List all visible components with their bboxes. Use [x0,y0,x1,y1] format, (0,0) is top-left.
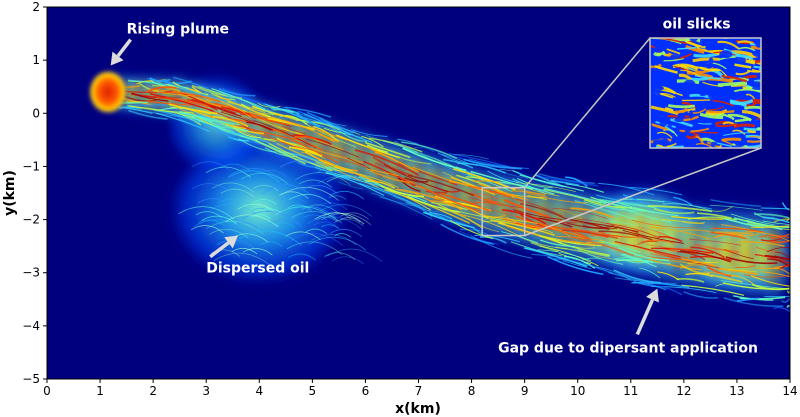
annotation-arrow-shaft [209,241,230,259]
y-tick-label: −5 [22,372,40,386]
annotation-arrow-head [224,235,239,249]
x-tick-label: 13 [729,384,744,398]
annotation-arrow-shaft [116,38,132,58]
annotation-label: oil slicks [663,16,731,32]
x-tick-label: 10 [570,384,585,398]
x-tick-label: 6 [362,384,370,398]
x-axis-label: x(km) [395,401,441,417]
x-tick-label: 8 [468,384,476,398]
annotation-label: Gap due to dipersant application [498,340,758,356]
y-tick-label: 0 [32,106,40,120]
x-tick-label: 14 [782,384,797,398]
annotation-label: Rising plume [127,22,229,38]
annotation-label: Dispersed oil [206,261,309,277]
y-axis-label: y(km) [2,170,18,216]
x-tick-label: 9 [521,384,529,398]
annotation-arrow-head [110,51,124,66]
oil-slicks-inset [649,37,762,149]
x-tick-label: 3 [202,384,210,398]
y-tick-label: −1 [22,159,40,173]
x-tick-label: 4 [255,384,263,398]
oil-concentration-field [86,68,790,313]
annotation-arrow-head [646,288,659,303]
x-tick-label: 12 [676,384,691,398]
x-tick-label: 2 [149,384,157,398]
x-tick-label: 0 [43,384,51,398]
annotation-arrow-shaft [635,298,655,336]
x-tick-label: 1 [96,384,104,398]
y-tick-label: −2 [22,213,40,227]
y-tick-label: 2 [32,0,40,14]
annotations: Rising plume Dispersed oil Gap due to dipe… [110,16,758,356]
x-tick-label: 11 [623,384,638,398]
y-tick-label: 1 [32,53,40,67]
x-tick-label: 7 [415,384,423,398]
y-axis-ticks: 2 1 0 −1 −2 −3 −4 −5 [22,0,47,386]
inset-guides [481,37,762,237]
x-tick-label: 5 [309,384,317,398]
x-axis-ticks: 0 1 2 3 4 5 6 7 8 9 10 11 12 13 14 [43,379,798,398]
y-tick-label: −3 [22,266,40,280]
y-tick-label: −4 [22,319,40,333]
